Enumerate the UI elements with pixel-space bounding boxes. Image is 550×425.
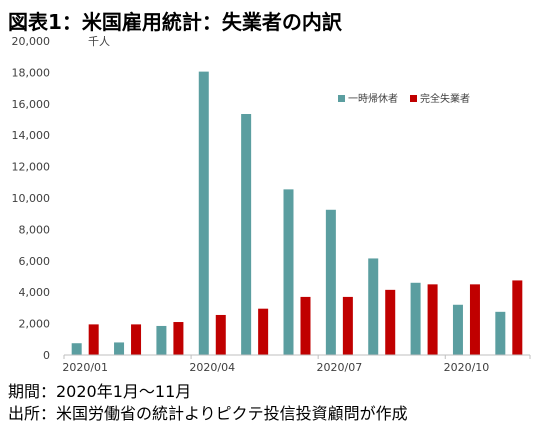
y-unit-label: 千人	[88, 35, 110, 48]
bar-permanent-loss-2020/02	[131, 324, 142, 355]
x-tick-label: 2020/10	[444, 361, 490, 374]
x-tick-label: 2020/04	[189, 361, 235, 374]
bar-permanent-loss-2020/10	[469, 284, 480, 355]
y-tick-label: 0	[43, 349, 50, 362]
legend-swatch	[410, 95, 417, 102]
bar-temporary-layoff-2020/09	[410, 282, 421, 355]
legend-label: 完全失業者	[420, 92, 470, 105]
bar-permanent-loss-2020/01	[88, 324, 99, 355]
bar-temporary-layoff-2020/11	[495, 311, 506, 355]
y-tick-label: 2,000	[19, 318, 51, 331]
bar-temporary-layoff-2020/06	[283, 189, 294, 355]
legend-swatch	[338, 95, 345, 102]
bar-temporary-layoff-2020/04	[198, 71, 209, 356]
bar-chart: 千人 0 2,000 4,000 6,000 8,000 10,000 12,000 14,0…	[12, 35, 531, 374]
bar-permanent-loss-2020/09	[427, 284, 438, 355]
y-tick-label: 14,000	[12, 129, 51, 142]
bar-permanent-loss-2020/08	[385, 289, 396, 355]
period-note: 期間：2020年1月～11月	[8, 382, 192, 401]
legend: 一時帰休者 完全失業者	[338, 92, 470, 105]
bar-permanent-loss-2020/07	[342, 296, 353, 355]
bar-temporary-layoff-2020/01	[71, 343, 82, 355]
y-tick-label: 20,000	[12, 35, 51, 48]
bar-temporary-layoff-2020/05	[241, 114, 252, 355]
x-axis: 2020/01 2020/04 2020/07 2020/10	[62, 355, 531, 374]
source-note: 出所：米国労働省の統計よりピクテ投信投資顧問が作成	[8, 404, 408, 423]
bar-permanent-loss-2020/11	[512, 280, 523, 355]
bar-temporary-layoff-2020/02	[114, 342, 125, 355]
x-tick-label: 2020/07	[317, 361, 363, 374]
legend-label: 一時帰休者	[348, 92, 398, 105]
bar-temporary-layoff-2020/07	[325, 209, 336, 355]
bar-permanent-loss-2020/03	[173, 322, 184, 355]
bar-temporary-layoff-2020/10	[452, 304, 463, 355]
bar-permanent-loss-2020/04	[215, 314, 226, 355]
y-tick-label: 12,000	[12, 161, 51, 174]
bar-permanent-loss-2020/06	[300, 296, 311, 355]
chart-title: 図表1：米国雇用統計：失業者の内訳	[8, 10, 342, 34]
y-axis: 0 2,000 4,000 6,000 8,000 10,000 12,000 14,000 1…	[12, 35, 51, 362]
y-tick-label: 16,000	[12, 98, 51, 111]
y-tick-label: 6,000	[19, 255, 51, 268]
y-tick-label: 4,000	[19, 286, 51, 299]
bar-temporary-layoff-2020/08	[368, 258, 379, 355]
bars	[71, 71, 523, 356]
y-tick-label: 18,000	[12, 66, 51, 79]
bar-temporary-layoff-2020/03	[156, 325, 167, 355]
y-tick-label: 10,000	[12, 192, 51, 205]
bar-permanent-loss-2020/05	[258, 308, 269, 355]
x-tick-label: 2020/01	[62, 361, 108, 374]
y-tick-label: 8,000	[19, 223, 51, 236]
